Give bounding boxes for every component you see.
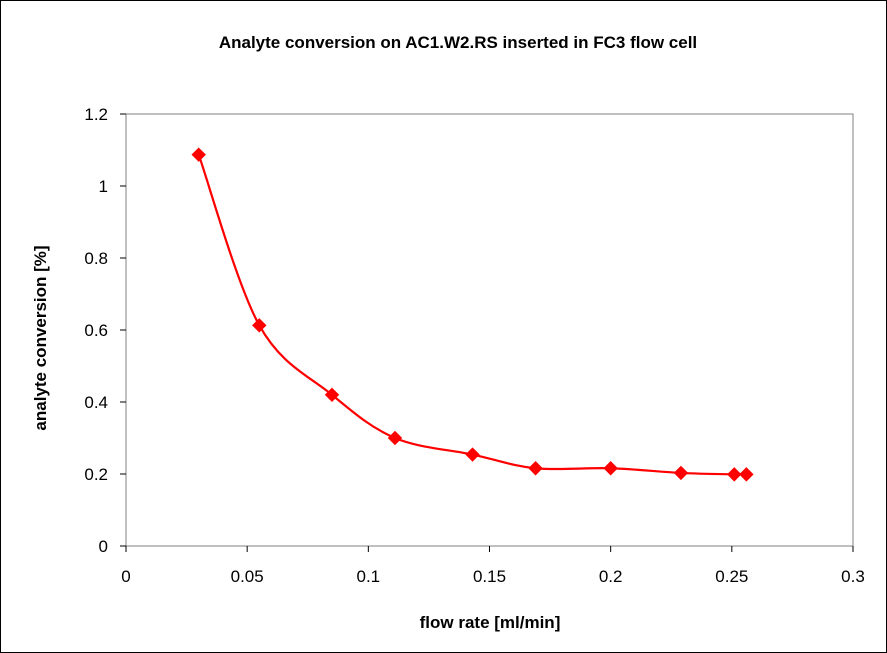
y-tick-label: 0.2 (84, 465, 108, 484)
y-tick-label: 0.8 (84, 249, 108, 268)
data-point (324, 387, 340, 403)
x-tick-label: 0.1 (357, 567, 381, 586)
x-tick-label: 0.25 (715, 567, 748, 586)
data-point (673, 465, 689, 481)
x-axis-title: flow rate [ml/min] (420, 613, 561, 632)
y-tick-label: 1.2 (84, 105, 108, 124)
x-tick-label: 0.2 (599, 567, 623, 586)
chart-title: Analyte conversion on AC1.W2.RS inserted… (219, 33, 697, 52)
y-tick-label: 0 (99, 537, 108, 556)
y-tick-label: 0.6 (84, 321, 108, 340)
data-point (387, 430, 403, 446)
data-point (252, 318, 267, 333)
y-tick-label: 1 (99, 177, 108, 196)
x-tick-label: 0 (121, 567, 130, 586)
y-axis: 0 0.2 0.4 0.6 0.8 1 1.2 (84, 105, 126, 556)
series-markers (191, 147, 754, 482)
plot-area (125, 113, 854, 547)
data-point (739, 467, 754, 482)
data-point (727, 467, 742, 482)
y-tick-label: 0.4 (84, 393, 108, 412)
data-point (528, 461, 543, 476)
y-axis-title: analyte conversion [%] (31, 245, 50, 430)
x-tick-label: 0.05 (231, 567, 264, 586)
x-tick-label: 0.3 (841, 567, 865, 586)
data-point (191, 147, 206, 162)
data-point (465, 447, 480, 462)
data-point (603, 461, 618, 476)
x-axis: 0 0.05 0.1 0.15 0.2 0.25 0.3 (121, 546, 865, 586)
x-tick-label: 0.15 (473, 567, 506, 586)
